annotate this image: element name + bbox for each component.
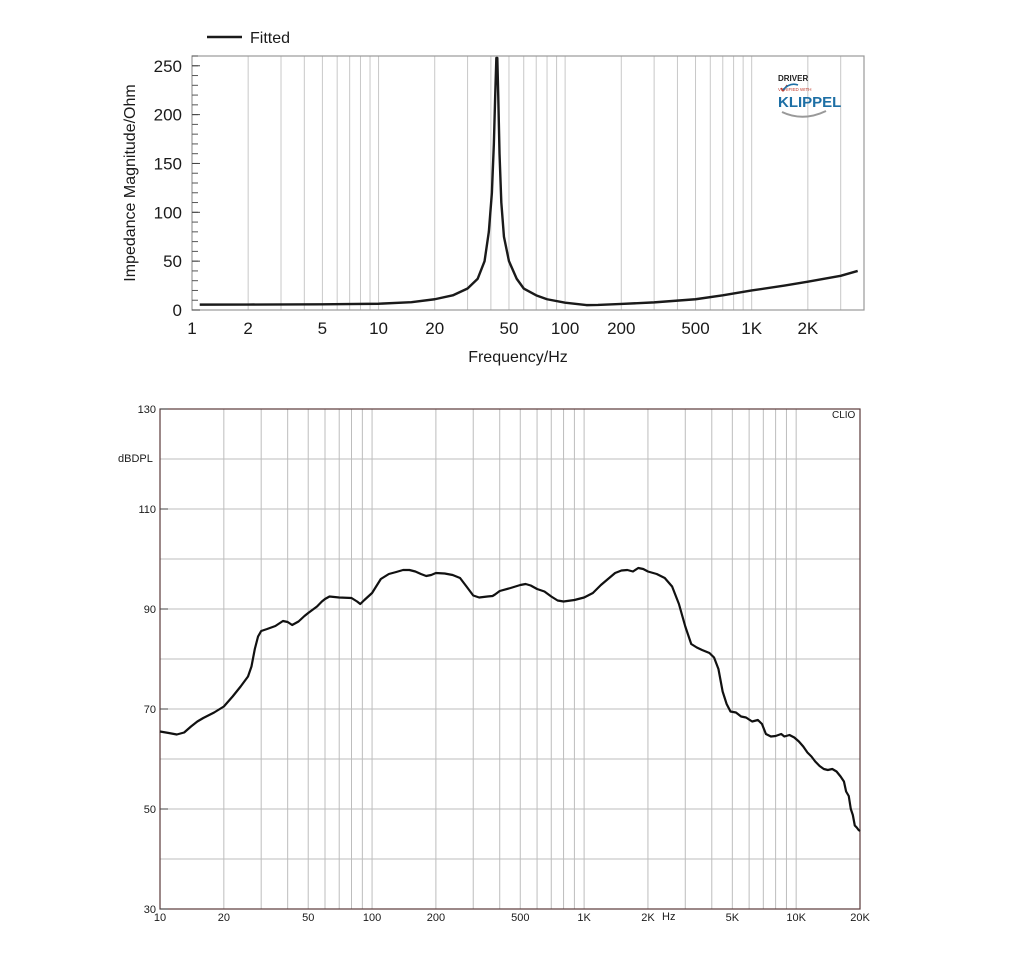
logo-arc-icon <box>782 83 799 91</box>
spl-response-curve <box>159 566 861 832</box>
y-tick-label: 50 <box>144 804 156 816</box>
y-tick-label: 70 <box>144 704 156 716</box>
x-tick-label: 500 <box>511 912 529 924</box>
x-tick-label: 20 <box>425 319 444 338</box>
x-tick-label: 10 <box>154 912 166 924</box>
y-tick-label: 130 <box>138 404 156 416</box>
spl-grid <box>160 409 860 909</box>
impedance-grid <box>247 56 842 310</box>
x-tick-label: 10 <box>369 319 388 338</box>
y-tick-label: 150 <box>154 154 182 173</box>
impedance-y-axis-title: Impedance Magnitude/Ohm <box>122 84 139 281</box>
x-tick-label: 5 <box>318 319 327 338</box>
x-tick-label: 500 <box>681 319 709 338</box>
x-tick-label: 2K <box>641 912 655 924</box>
y-tick-label: 100 <box>154 203 182 222</box>
clio-brand-label: CLIO <box>832 410 856 421</box>
logo-driver-text: DRIVER <box>778 74 808 83</box>
x-tick-label: 2 <box>243 319 252 338</box>
x-tick-label: 50 <box>302 912 314 924</box>
klippel-logo: DRIVER VERIFIED WITH KLIPPEL <box>778 74 841 118</box>
spl-x-axis: 10 20 50 100 200 500 1K 2K 5K 10K 20K <box>154 912 871 924</box>
impedance-y-axis: 0 50 100 150 200 250 <box>154 55 200 320</box>
x-tick-label: 10K <box>786 912 806 924</box>
y-tick-label: 200 <box>154 106 182 125</box>
logo-swoosh-icon <box>781 110 827 118</box>
spl-plot-frame <box>159 408 861 910</box>
x-tick-label: 2K <box>797 319 818 338</box>
y-tick-label: 90 <box>144 604 156 616</box>
y-tick-label: 250 <box>154 57 182 76</box>
spl-chart: 30 50 70 90 110 130 10 20 50 100 200 500 1K 2K 5K 10K 2… <box>118 404 870 924</box>
x-tick-label: 100 <box>363 912 381 924</box>
impedance-legend: Fitted <box>207 30 290 47</box>
x-tick-label: 200 <box>427 912 445 924</box>
x-tick-label: 50 <box>499 319 518 338</box>
legend-fitted-label: Fitted <box>250 30 290 47</box>
spl-y-axis-title: dBDPL <box>118 453 153 465</box>
spl-x-axis-unit: Hz <box>662 911 675 923</box>
impedance-plot-frame <box>191 55 865 311</box>
x-tick-label: 1 <box>187 319 196 338</box>
x-tick-label: 20 <box>218 912 230 924</box>
logo-klippel-text: KLIPPEL <box>778 94 841 111</box>
impedance-x-axis: 1 2 5 10 20 50 100 200 500 1K 2K <box>187 319 819 338</box>
x-tick-label: 1K <box>741 319 762 338</box>
spl-y-axis: 30 50 70 90 110 130 <box>138 404 168 916</box>
y-tick-label: 30 <box>144 904 156 916</box>
x-tick-label: 5K <box>726 912 740 924</box>
x-tick-label: 200 <box>607 319 635 338</box>
y-tick-label: 110 <box>138 504 156 516</box>
impedance-fitted-curve <box>199 56 859 307</box>
y-tick-label: 0 <box>173 301 182 320</box>
x-tick-label: 20K <box>850 912 870 924</box>
y-tick-label: 50 <box>163 252 182 271</box>
impedance-chart: 0 50 100 150 200 250 1 2 5 10 20 50 100 200 500 1K 2K F… <box>122 30 865 366</box>
logo-verified-text: VERIFIED WITH <box>778 87 812 92</box>
x-tick-label: 1K <box>577 912 591 924</box>
x-tick-label: 100 <box>551 319 579 338</box>
impedance-x-axis-title: Frequency/Hz <box>468 349 568 366</box>
